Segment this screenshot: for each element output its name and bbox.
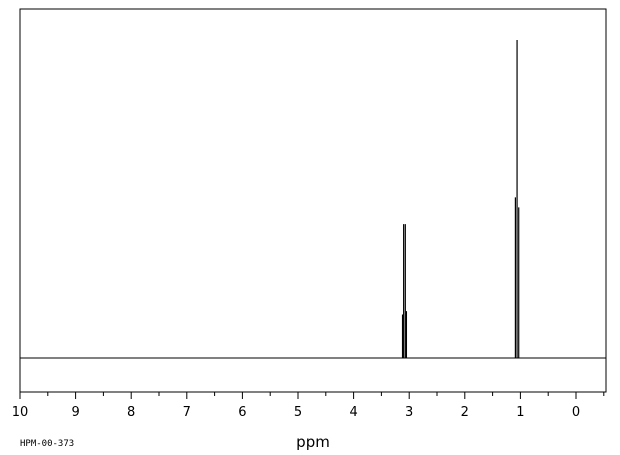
x-axis-title: ppm <box>296 433 330 451</box>
tick-label: 9 <box>71 405 79 420</box>
tick-label: 8 <box>127 405 135 420</box>
tick-label: 4 <box>349 405 357 420</box>
peak-series <box>401 40 520 358</box>
x-axis-ticks <box>19 392 605 399</box>
spectrum-code-label: HPM-00-373 <box>20 439 74 449</box>
tick-label: 0 <box>572 405 580 420</box>
x-axis-tick-labels: 10 9 8 7 6 5 4 3 2 1 0 <box>12 405 580 420</box>
plot-frame <box>19 8 607 393</box>
tick-label: 7 <box>183 405 191 420</box>
tick-label: 5 <box>294 405 302 420</box>
tick-label: 6 <box>238 405 246 420</box>
tick-label: 2 <box>461 405 469 420</box>
tick-label: 1 <box>516 405 524 420</box>
tick-label: 3 <box>405 405 413 420</box>
tick-label: 10 <box>12 405 29 420</box>
